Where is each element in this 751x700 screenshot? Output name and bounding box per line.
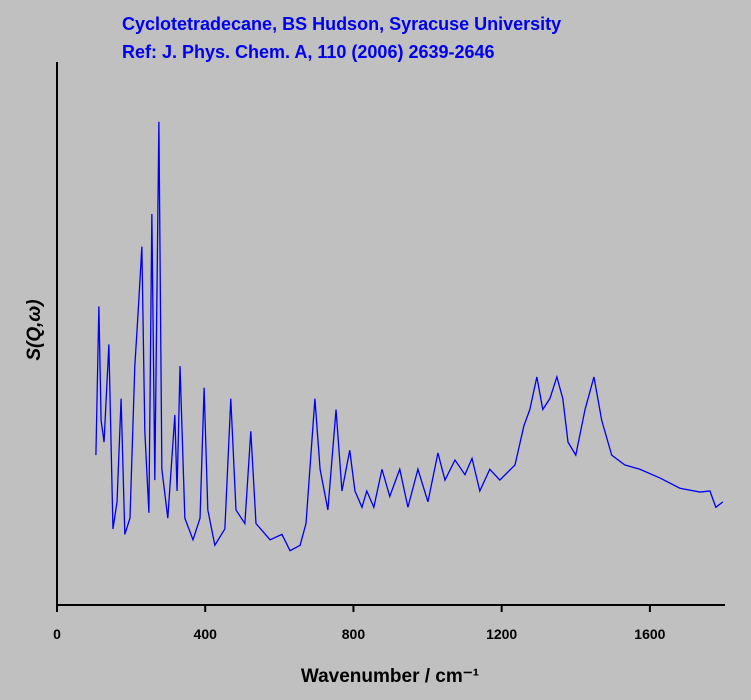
- x-tick-label: 400: [194, 626, 218, 642]
- x-axis-label: Wavenumber / cm⁻¹: [301, 666, 479, 687]
- chart-title: Cyclotetradecane, BS Hudson, Syracuse Un…: [122, 14, 561, 34]
- x-tick-label: 1200: [486, 626, 517, 642]
- x-tick-label: 0: [53, 626, 61, 642]
- x-tick-label: 800: [342, 626, 366, 642]
- y-axis-label: S(Q,ω): [24, 299, 45, 360]
- chart-subtitle: Ref: J. Phys. Chem. A, 110 (2006) 2639-2…: [122, 42, 495, 62]
- x-tick-label: 1600: [634, 626, 665, 642]
- spectrum-line: [95, 121, 724, 552]
